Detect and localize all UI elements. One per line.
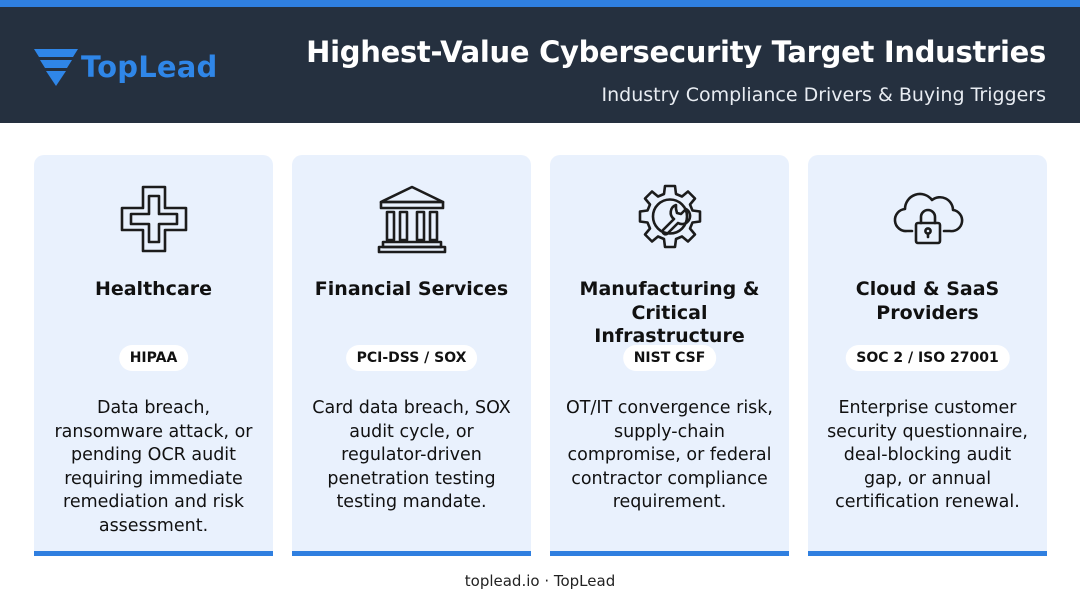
card-description: Card data breach, SOX audit cycle, or re… (312, 398, 511, 512)
card-cloud-saas: Cloud & SaaS Providers SOC 2 / ISO 27001… (808, 155, 1047, 556)
card-description: Data breach, ransomware attack, or pendi… (54, 398, 253, 536)
card-description: OT/IT convergence risk, supply-chain com… (566, 398, 773, 512)
logo: TopLead (33, 43, 218, 91)
card-financial-services: Financial Services PCI-DSS / SOX Card da… (292, 155, 531, 556)
card-manufacturing: Manufacturing & Critical Infrastructure … (550, 155, 789, 556)
card-title: Healthcare (94, 278, 213, 300)
funnel-logo-icon (34, 49, 78, 86)
header-banner: TopLead Highest-Value Cybersecurity Targ… (0, 7, 1080, 123)
card-title: Manufacturing & Critical Infrastructure (579, 278, 760, 347)
compliance-badge: HIPAA (118, 345, 189, 371)
page-title: Highest-Value Cybersecurity Target Indus… (306, 35, 1046, 69)
industry-cards: Healthcare HIPAA Data breach, ransomware… (34, 155, 1047, 556)
compliance-badge: NIST CSF (622, 345, 717, 371)
compliance-badge: PCI-DSS / SOX (345, 345, 478, 371)
page-subtitle: Industry Compliance Drivers & Buying Tri… (601, 84, 1047, 106)
cloud-lock-icon (892, 183, 964, 255)
card-title: Cloud & SaaS Providers (855, 278, 1000, 324)
medical-cross-icon (118, 183, 190, 255)
compliance-badge: SOC 2 / ISO 27001 (845, 345, 1010, 371)
bank-building-icon (376, 183, 448, 255)
card-title: Financial Services (314, 278, 509, 300)
card-bottom-bar (550, 551, 789, 556)
card-description: Enterprise customer security questionnai… (827, 398, 1028, 512)
card-healthcare: Healthcare HIPAA Data breach, ransomware… (34, 155, 273, 556)
top-accent-stripe (0, 0, 1080, 7)
logo-text: TopLead (81, 50, 218, 84)
card-bottom-bar (292, 551, 531, 556)
footer-credit: toplead.io · TopLead (464, 572, 616, 590)
card-bottom-bar (34, 551, 273, 556)
card-bottom-bar (808, 551, 1047, 556)
gear-wrench-icon (634, 183, 706, 255)
